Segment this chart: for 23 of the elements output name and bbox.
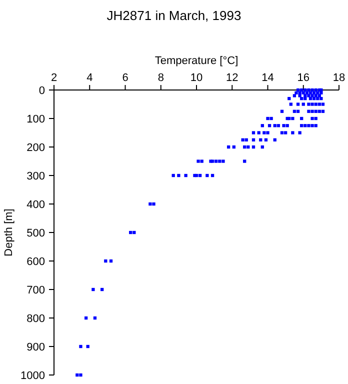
x-tick-label: 12	[226, 72, 238, 84]
x-tick-label: 10	[190, 72, 203, 84]
y-tick-label: 100	[26, 113, 45, 126]
x-tick-label: 8	[158, 72, 164, 84]
y-tick-label: 400	[26, 198, 45, 211]
y-tick-label: 700	[26, 284, 45, 296]
y-tick-label: 900	[26, 341, 45, 354]
y-tick-label: 500	[26, 227, 45, 240]
y-tick-label: 800	[26, 312, 45, 325]
y-axis-title: Depth [m]	[3, 208, 15, 256]
x-tick-label: 16	[297, 72, 310, 84]
x-axis-title: Temperature [°C]	[154, 55, 238, 67]
y-tick-label: 200	[26, 142, 45, 154]
x-tick-label: 18	[332, 72, 346, 84]
x-tick-label: 14	[262, 72, 274, 84]
y-tick-label: 0	[38, 84, 45, 97]
y-tick-label: 300	[26, 170, 45, 182]
x-tick-label: 2	[50, 72, 58, 84]
y-tick-label: 600	[26, 256, 45, 268]
chart-title: JH2871 in March, 1993	[106, 8, 242, 23]
x-tick-label: 4	[86, 72, 93, 84]
x-tick-label: 6	[122, 72, 128, 84]
y-tick-label: 1000	[20, 370, 45, 382]
